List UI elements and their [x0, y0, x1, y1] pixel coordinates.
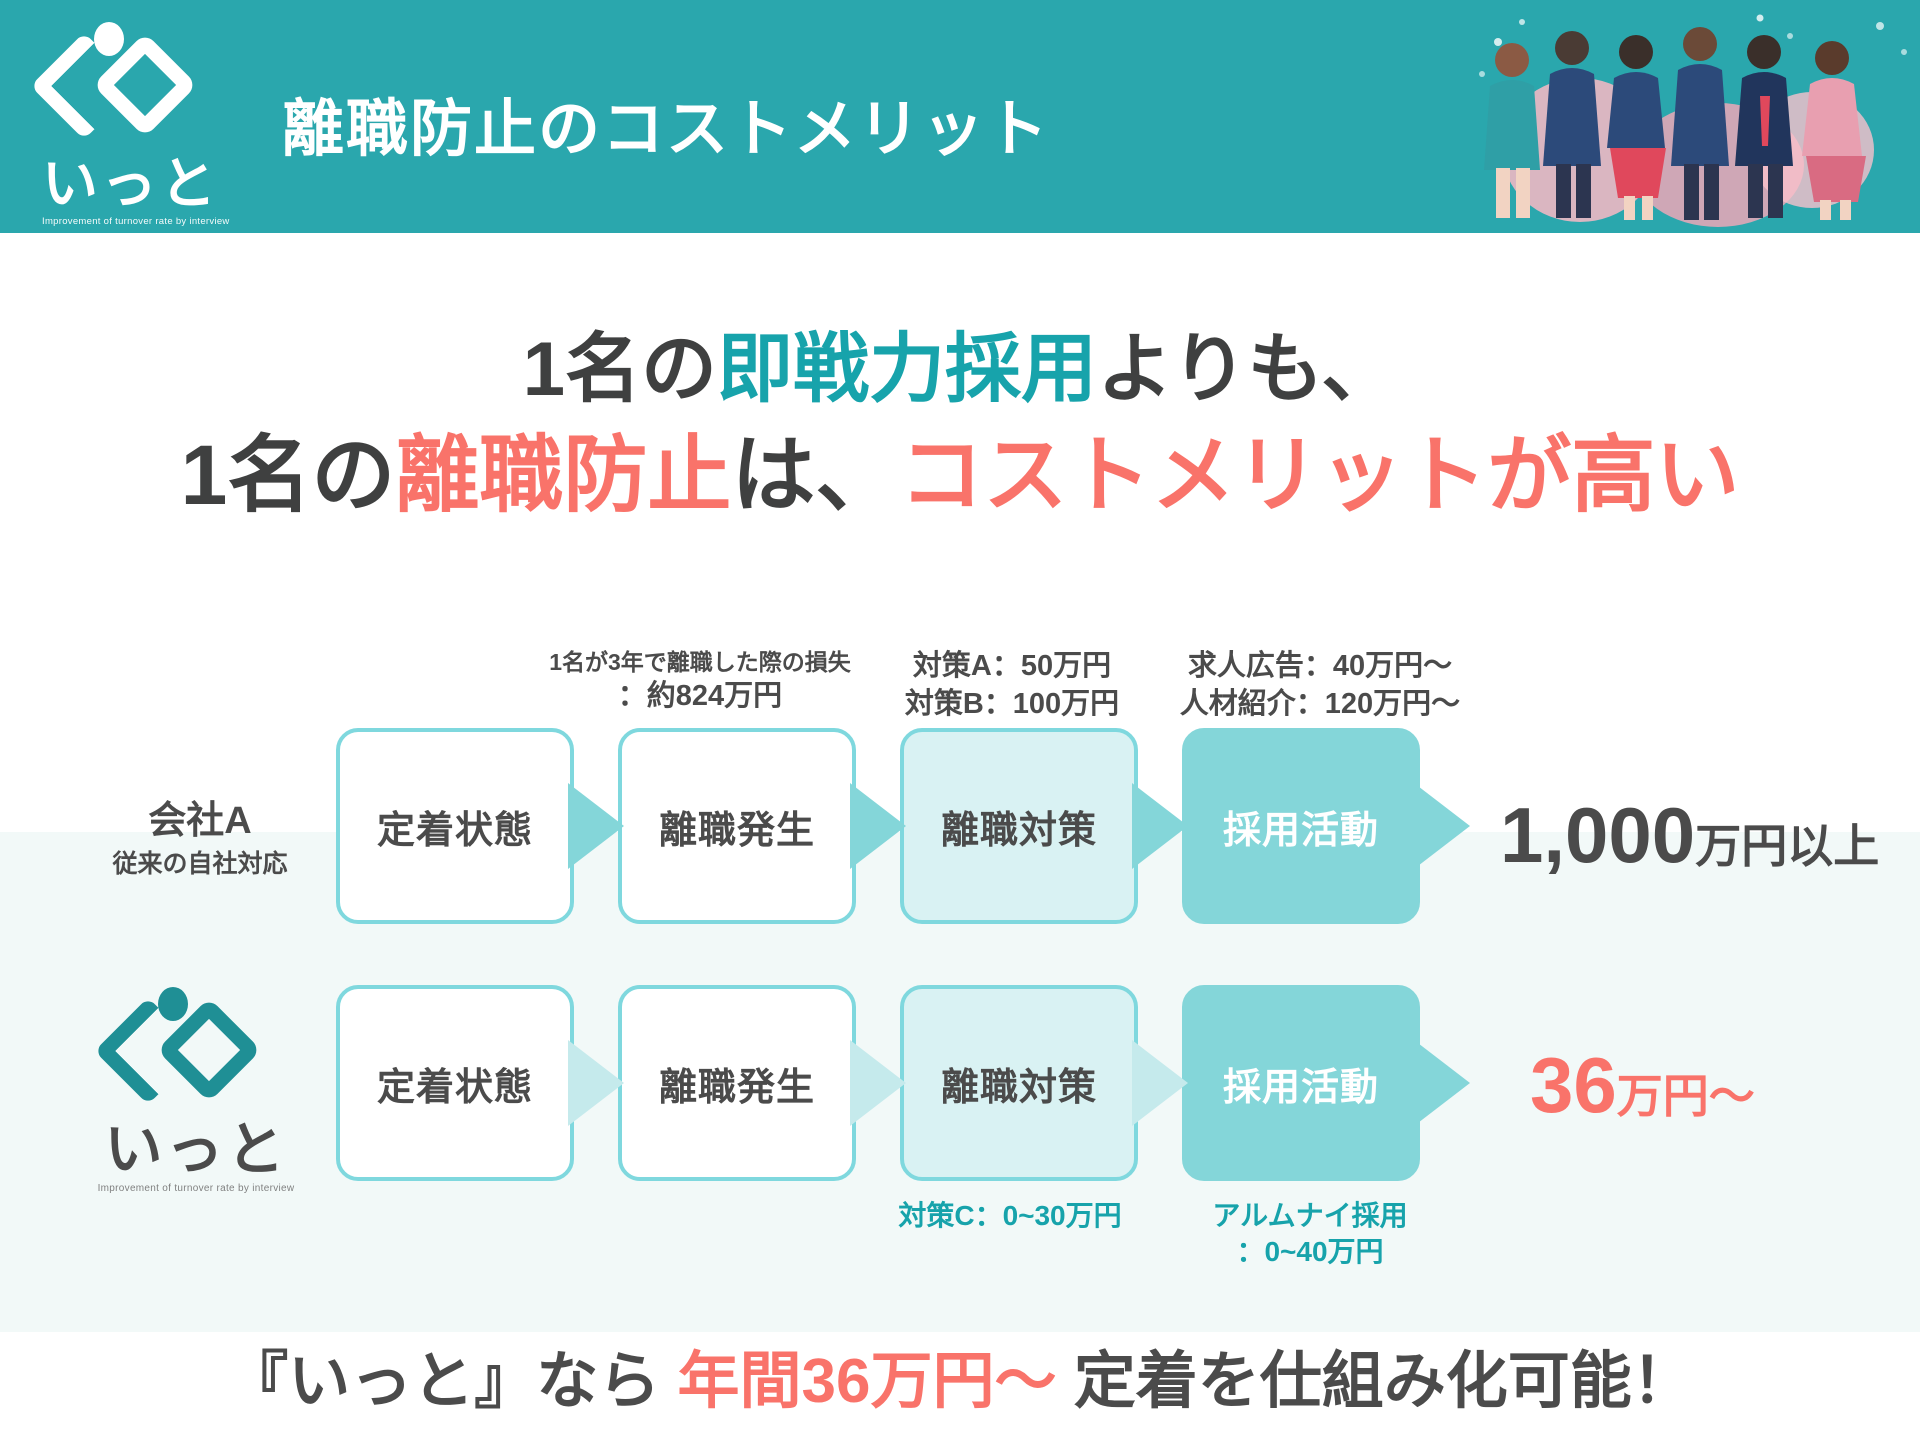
row2-logo-tagline: Improvement of turnover rate by intervie…: [97, 1183, 295, 1194]
flow-step-recruiting-b[interactable]: 採用活動: [1182, 985, 1420, 1181]
row-label-itto-logo: いっと Improvement of turnover rate by inte…: [86, 985, 306, 1194]
headline-line-2: 1名の離職防止は、コストメリットが高い: [0, 420, 1920, 531]
flow-arrow-1b: [568, 1040, 624, 1126]
footer-pre: 『いっと』なら: [226, 1347, 678, 1416]
row2-total-unit: 万円～: [1616, 1070, 1755, 1122]
flow-step-retention-a[interactable]: 定着状態: [336, 728, 574, 924]
row-label-company-a: 会社A 従来の自社対応: [70, 800, 330, 880]
flow-arrow-4b: [1414, 1040, 1470, 1126]
row1-total-cost: 1,000万円以上: [1500, 790, 1879, 881]
headline-1-accent: 即戦力採用: [717, 327, 1098, 412]
flow-step-turnover-b[interactable]: 離職発生: [618, 985, 856, 1181]
headline-2-mid: は、: [731, 428, 900, 523]
annotation-alumni-line1: アルムナイ採用: [1212, 1200, 1408, 1231]
headline-1-post: よりも、: [1097, 327, 1398, 412]
headline-block: 1名の即戦力採用よりも、 1名の離職防止は、コストメリットが高い: [0, 320, 1920, 531]
flow-arrow-4a: [1414, 783, 1470, 869]
flow-arrow-3b: [1132, 1040, 1188, 1126]
headline-2-accent-1: 離職防止: [395, 428, 732, 523]
annotation-job-ad: 求人広告：40万円～: [1187, 650, 1453, 682]
page-title: 離職防止のコストメリット: [282, 95, 1051, 164]
headline-1-pre: 1名の: [522, 327, 718, 412]
row2-total-cost: 36万円～: [1530, 1040, 1755, 1131]
row1-total-number: 1,000: [1500, 791, 1696, 879]
flow-step-retention-b[interactable]: 定着状態: [336, 985, 574, 1181]
footer-accent: 年間36万円～: [677, 1347, 1057, 1416]
row2-total-number: 36: [1530, 1041, 1617, 1129]
flow-arrow-2a: [850, 783, 906, 869]
annotation-measures-ab: 対策A：50万円 対策B：100万円: [882, 648, 1142, 723]
annotation-measure-c: 対策C：0~30万円: [898, 1200, 1122, 1231]
headline-2-accent-2: コストメリットが高い: [899, 428, 1740, 523]
flow-row-company-a: 定着状態 離職発生 離職対策 採用活動: [336, 728, 1470, 924]
flow-row-itto: 定着状態 離職発生 離職対策 採用活動: [336, 985, 1470, 1181]
footer-post: 定着を仕組み化可能！: [1056, 1347, 1694, 1416]
slide-header: いっと Improvement of turnover rate by inte…: [0, 0, 1920, 233]
annotation-recruiting-costs: 求人広告：40万円～ 人材紹介：120万円～: [1160, 648, 1480, 723]
flow-step-countermeasure-b[interactable]: 離職対策: [900, 985, 1138, 1181]
headline-2-pre: 1名の: [180, 428, 396, 523]
header-logo-tagline: Improvement of turnover rate by intervie…: [42, 216, 230, 227]
header-logo-wordmark: いっと: [42, 152, 219, 215]
headline-line-1: 1名の即戦力採用よりも、: [0, 320, 1920, 420]
flow-step-recruiting-a[interactable]: 採用活動: [1182, 728, 1420, 924]
flow-step-countermeasure-a[interactable]: 離職対策: [900, 728, 1138, 924]
people-illustration: [1460, 0, 1920, 233]
flow-arrow-2b: [850, 1040, 906, 1126]
flow-step-turnover-a[interactable]: 離職発生: [618, 728, 856, 924]
brand-logo-icon: [30, 20, 222, 150]
annotation-turnover-loss: 1名が3年で離職した際の損失 ：約824万円: [540, 648, 860, 716]
annotation-measure-a: 対策A：50万円: [912, 650, 1112, 682]
annotation-agency: 人材紹介：120万円～: [1179, 687, 1461, 720]
row1-label-title: 会社A: [148, 800, 252, 842]
annotation-alumni-line2: ：0~40万円: [1236, 1236, 1384, 1268]
brand-logo-icon-secondary: [94, 985, 286, 1115]
annotation-alumni-hiring: アルムナイ採用 ：0~40万円: [1170, 1198, 1450, 1271]
footer-conclusion: 『いっと』なら 年間36万円～ 定着を仕組み化可能！: [0, 1330, 1920, 1420]
row2-logo-wordmark: いっと: [104, 1117, 288, 1182]
row1-label-subtitle: 従来の自社対応: [112, 849, 288, 878]
logo-dot-shape-secondary: [158, 987, 188, 1021]
flow-arrow-3a: [1132, 783, 1188, 869]
annotation-loss-line2: ：約824万円: [617, 679, 783, 712]
annotation-measure-b: 対策B：100万円: [904, 687, 1120, 720]
logo-dot-shape: [94, 22, 124, 56]
header-logo: いっと Improvement of turnover rate by inte…: [30, 20, 242, 227]
annotation-loss-line1: 1名が3年で離職した際の損失: [549, 649, 851, 675]
flow-arrow-1a: [568, 783, 624, 869]
row1-total-unit: 万円以上: [1695, 820, 1880, 872]
